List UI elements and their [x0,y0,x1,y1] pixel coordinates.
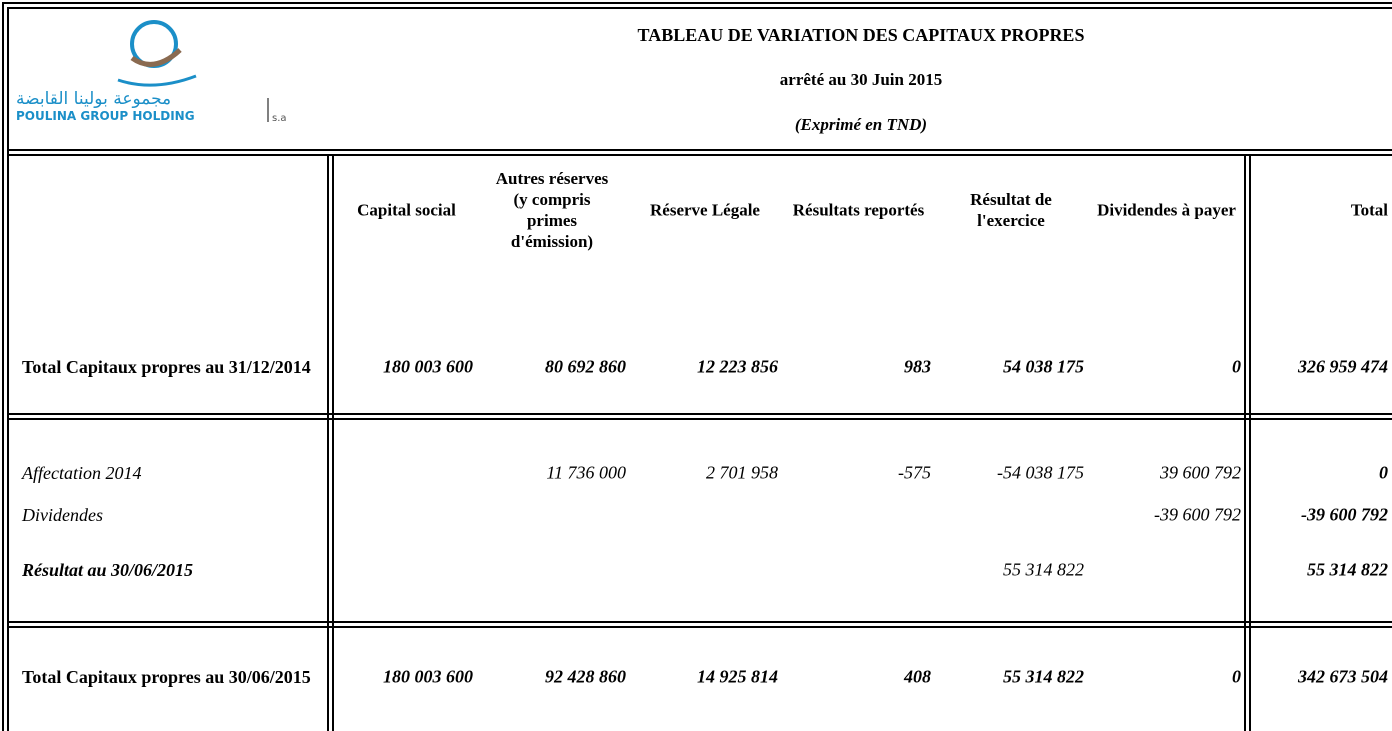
column-header: Total [1350,200,1388,220]
rule [7,149,1392,151]
rule [7,7,9,731]
cell-value: 55 314 822 [1003,666,1084,687]
logo-suffix: s.a [272,113,287,124]
cell-value: 983 [904,356,931,377]
logo-swoosh [130,48,182,67]
cell-value: 0 [1232,356,1241,377]
cell-value: -39 600 792 [1154,504,1241,525]
column-header: Réserve Légale [650,200,760,220]
rule [7,418,1392,420]
cell-value: -54 038 175 [997,462,1084,483]
rule [2,2,1392,4]
cell-value: 55 314 822 [1003,559,1084,580]
cell-value: 55 314 822 [1307,559,1388,580]
column-header: Dividendes à payer [1097,200,1236,220]
rule [7,154,1392,156]
subtitle: arrêté au 30 Juin 2015 [779,70,943,89]
cell-value: 14 925 814 [697,666,778,687]
cell-value: 180 003 600 [383,356,473,377]
cell-value: 11 736 000 [546,462,626,483]
rule [2,2,4,731]
rule [327,154,329,731]
rule [7,7,1392,9]
logo-name: POULINA GROUP HOLDING [16,109,195,123]
cell-value: 92 428 860 [545,666,626,687]
cell-value: 342 673 504 [1298,666,1388,687]
cell-value: 39 600 792 [1160,462,1241,483]
cell-value: -39 600 792 [1301,504,1388,525]
note: (Exprimé en TND) [794,115,928,134]
logo: مجموعة بولينا القابضة POULINA GROUP HOLD… [16,20,287,124]
cell-value: 0 [1232,666,1241,687]
cell-value: -575 [898,462,931,483]
cell-value: 180 003 600 [383,666,473,687]
cell-value: 54 038 175 [1003,356,1084,377]
rule [1244,154,1246,731]
row-label: Total Capitaux propres au 30/06/2015 [22,667,311,687]
row-label: Dividendes [22,505,103,525]
column-header: Résultat de l'exercice [970,190,1052,230]
column-header: Capital social [357,200,456,220]
column-header: Autres réserves (y compris primes d'émis… [495,169,609,251]
rule [332,154,334,731]
row-label: Affectation 2014 [22,463,142,483]
logo-base [117,74,197,87]
cell-value: 408 [904,666,931,687]
rule [7,413,1392,415]
cell-value: 12 223 856 [697,356,778,377]
rule [7,626,1392,628]
cell-value: 326 959 474 [1298,356,1388,377]
cell-value: 80 692 860 [545,356,626,377]
column-header: Résultats reportés [792,200,925,220]
cell-value: 0 [1379,462,1388,483]
row-label: Total Capitaux propres au 31/12/2014 [22,357,311,377]
rule [1249,154,1251,731]
rule [7,621,1392,623]
logo-arabic: مجموعة بولينا القابضة [16,89,171,109]
row-label: Résultat au 30/06/2015 [22,560,194,580]
cell-value: 2 701 958 [706,462,778,483]
title: TABLEAU DE VARIATION DES CAPITAUX PROPRE… [637,25,1085,45]
